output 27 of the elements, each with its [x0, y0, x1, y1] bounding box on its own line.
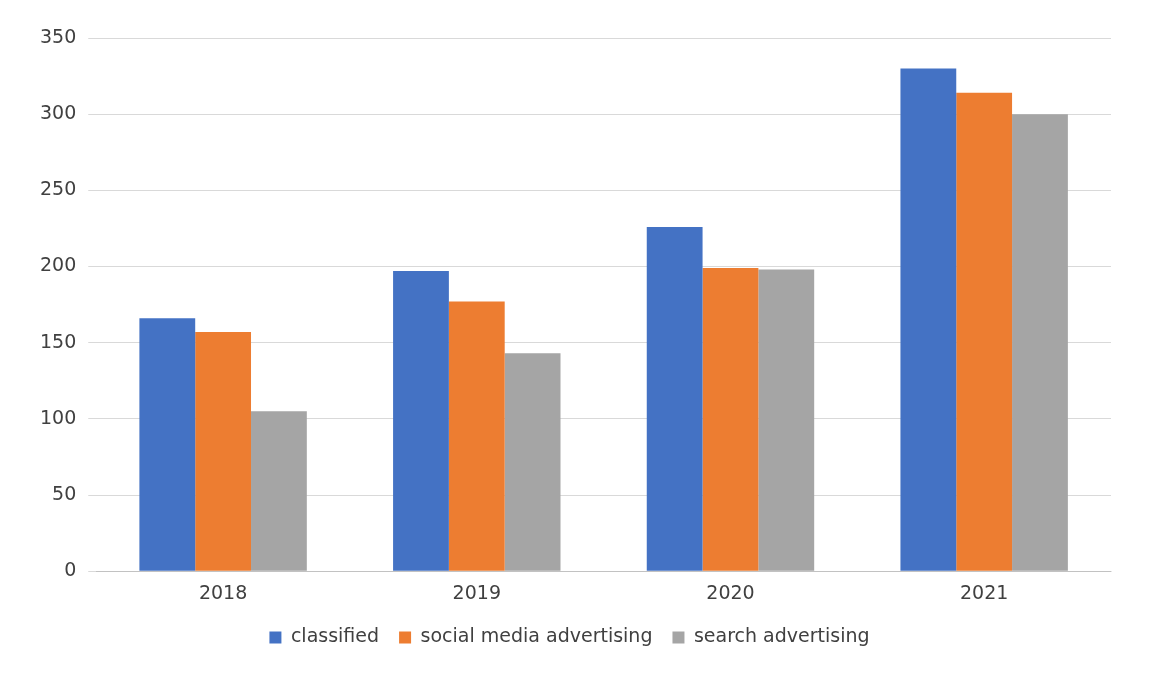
y-tick-label: 350 [40, 24, 77, 47]
bar [139, 318, 196, 571]
bar [956, 92, 1013, 571]
bar [448, 301, 505, 571]
bar [900, 68, 957, 571]
y-tick-label: 50 [52, 481, 77, 504]
bar [251, 411, 307, 571]
y-tick-label: 200 [40, 253, 77, 276]
bar [1012, 114, 1068, 571]
legend-label: social media advertising [420, 624, 653, 647]
bar [646, 226, 703, 571]
x-tick-label: 2021 [959, 580, 1009, 603]
bar [393, 271, 449, 571]
y-tick-label: 250 [40, 177, 77, 200]
y-tick-label: 0 [64, 558, 77, 581]
bar [758, 269, 815, 571]
y-tick-label: 300 [40, 101, 77, 124]
y-tick-label: 100 [40, 405, 77, 428]
bar [504, 353, 561, 571]
x-tick-label: 2018 [198, 580, 248, 603]
legend-label: search advertising [693, 624, 870, 647]
legend-label: classified [290, 624, 380, 647]
y-tick-label: 150 [40, 329, 77, 352]
x-tick-label: 2020 [706, 580, 755, 603]
x-tick-label: 2019 [452, 580, 501, 603]
bar [702, 268, 759, 571]
bar [195, 332, 252, 571]
